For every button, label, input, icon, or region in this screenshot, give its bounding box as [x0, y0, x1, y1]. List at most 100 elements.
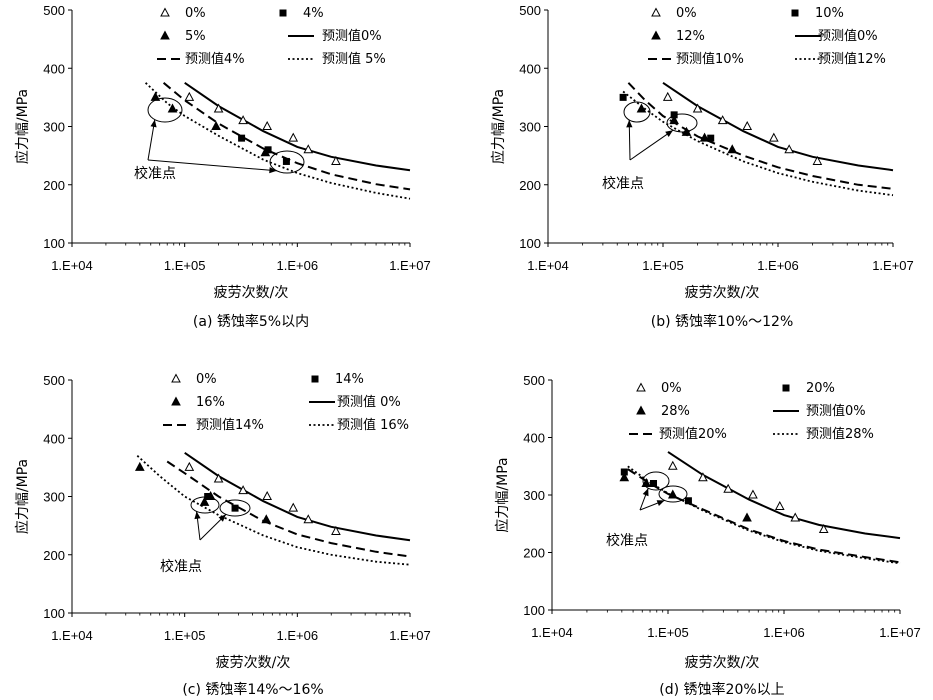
x-tick-label: 1.E+07	[872, 258, 914, 273]
x-tick-label: 1.E+06	[277, 628, 319, 643]
chart-caption: (d) 锈蚀率20%以上	[659, 681, 784, 698]
data-point-triangle-open	[818, 523, 829, 533]
x-tick-label: 1.E+07	[879, 625, 921, 640]
data-point-triangle-open	[288, 502, 299, 512]
data-point-triangle-open	[667, 460, 678, 470]
legend-marker-triangle	[651, 30, 661, 40]
calibration-annotation: 校准点	[160, 558, 202, 575]
y-axis-label: 应力幅/MPa	[494, 457, 511, 532]
calibration-ellipse	[269, 150, 305, 174]
y-tick-label: 100	[519, 236, 541, 251]
data-point-triangle	[199, 496, 210, 506]
data-point-triangle	[727, 144, 738, 154]
x-tick-label: 1.E+05	[164, 628, 206, 643]
y-axis-label: 应力幅/MPa	[490, 89, 507, 164]
y-tick-label: 100	[43, 236, 65, 251]
data-point-triangle-open	[303, 144, 314, 154]
chart-panel-2: 100 200 300 400 500 1.E+04 1.E+05 1.E+06 1.E+07 疲…	[490, 3, 914, 330]
x-axis-label: 疲劳次数/次	[214, 284, 289, 301]
calibration-ellipse	[642, 471, 670, 491]
data-point-square	[684, 497, 692, 505]
calibration-ellipse	[623, 101, 651, 123]
legend-marker-triangle	[171, 396, 181, 406]
series-line-solid	[667, 451, 901, 540]
legend-label: 预测值0%	[818, 28, 878, 44]
arrow-head	[665, 130, 673, 137]
calibration-annotation: 校准点	[602, 175, 644, 192]
y-tick-label: 500	[519, 3, 541, 18]
data-point-triangle-open	[698, 472, 708, 482]
series-line-dotted	[622, 90, 894, 197]
legend-label: 预测值4%	[185, 51, 245, 67]
data-point-triangle-open	[812, 155, 823, 165]
data-point-triangle	[261, 514, 272, 524]
legend-label: 5%	[185, 29, 206, 44]
series-line-dashed	[162, 82, 411, 191]
data-point-triangle-open	[184, 461, 195, 471]
x-axis-label: 疲劳次数/次	[216, 654, 291, 671]
legend-marker-square	[279, 9, 287, 17]
data-point-square	[707, 134, 715, 142]
annotation-arrow	[147, 159, 277, 172]
series-line-dotted	[136, 455, 411, 566]
arrow-head	[194, 511, 201, 520]
x-tick-label: 1.E+04	[51, 628, 93, 643]
x-tick-label: 1.E+04	[531, 625, 573, 640]
legend-marker-triangle-open	[636, 382, 646, 392]
legend-label: 20%	[806, 381, 835, 396]
x-tick-label: 1.E+07	[389, 258, 431, 273]
data-point-triangle-open	[262, 120, 273, 130]
data-point-square	[264, 146, 272, 154]
data-point-triangle-open	[213, 473, 224, 483]
y-tick-label: 400	[43, 431, 65, 446]
legend-label: 0%	[185, 6, 206, 21]
legend-marker-triangle-open	[651, 7, 661, 17]
legend-label: 预测值 0%	[337, 394, 401, 410]
y-tick-label: 500	[43, 373, 65, 388]
legend-label: 0%	[676, 6, 697, 21]
data-point-triangle-open	[717, 115, 728, 125]
calibration-ellipse	[219, 499, 251, 517]
arrow-head	[626, 120, 633, 128]
data-point-square	[282, 157, 290, 165]
chart-panel-1: 100 200 300 400 500 1.E+04 1.E+05 1.E+06 1.E+07 疲…	[14, 3, 431, 330]
arrow-head	[150, 119, 157, 128]
legend-label: 预测值20%	[659, 426, 727, 442]
data-point-square	[231, 504, 239, 512]
calibration-ellipse	[666, 113, 698, 133]
y-tick-label: 100	[523, 603, 545, 618]
x-tick-label: 1.E+04	[51, 258, 93, 273]
y-tick-label: 200	[523, 546, 545, 561]
data-point-triangle-open	[213, 103, 224, 113]
data-point-triangle	[669, 115, 679, 125]
y-tick-label: 500	[523, 373, 545, 388]
y-tick-label: 300	[43, 490, 65, 505]
legend-label: 10%	[815, 6, 844, 21]
annotation-arrow	[629, 129, 674, 161]
y-tick-label: 200	[43, 178, 65, 193]
arrow-head	[269, 167, 277, 174]
data-point-triangle	[619, 472, 630, 482]
data-point-square	[619, 93, 627, 101]
y-axis-label: 应力幅/MPa	[14, 89, 31, 164]
data-point-triangle-open	[238, 115, 248, 125]
data-point-square	[650, 480, 658, 487]
x-axis-label: 疲劳次数/次	[685, 654, 760, 671]
x-tick-label: 1.E+05	[164, 258, 206, 273]
data-point-triangle-open	[769, 132, 779, 142]
data-point-triangle-open	[723, 483, 733, 493]
series-line-solid	[662, 81, 894, 172]
data-point-triangle-open	[662, 91, 673, 101]
arrow-head	[218, 514, 226, 522]
legend-label: 预测值0%	[322, 28, 382, 44]
x-tick-label: 1.E+05	[647, 625, 689, 640]
data-point-triangle-open	[262, 490, 273, 500]
legend-marker-square	[782, 384, 790, 392]
data-point-triangle-open	[742, 120, 753, 130]
legend-marker-triangle	[636, 405, 646, 415]
y-tick-label: 400	[519, 61, 541, 76]
legend-label: 预测值28%	[806, 426, 874, 442]
legend-label: 预测值10%	[676, 51, 744, 67]
legend-label: 预测值 16%	[337, 417, 409, 433]
